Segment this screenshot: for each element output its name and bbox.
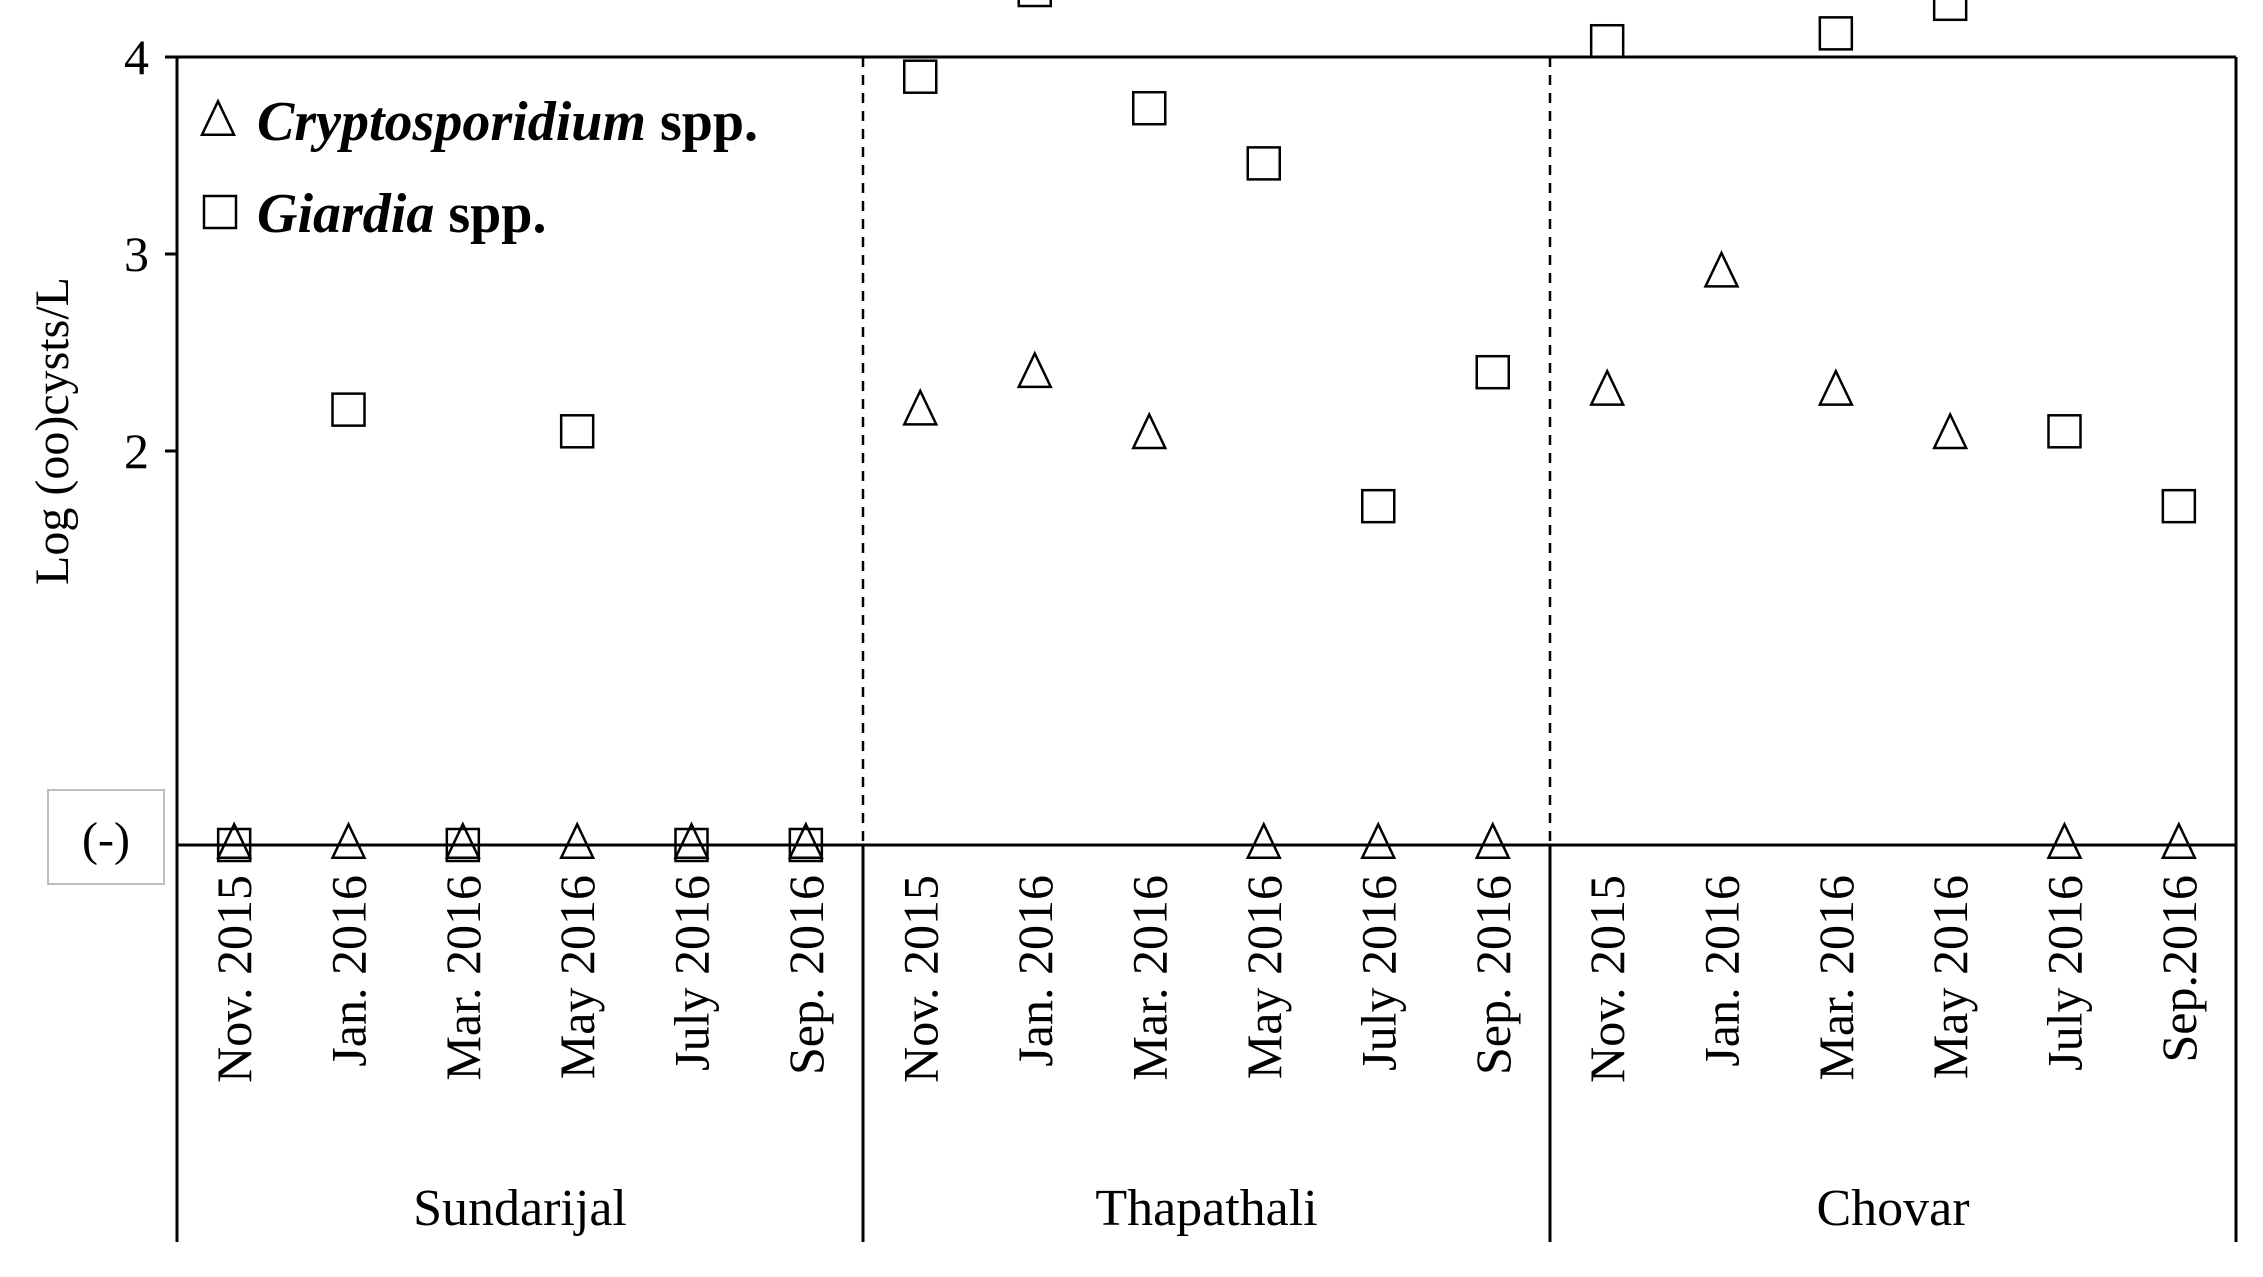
- cryptosporidium-point: [1932, 411, 1969, 450]
- y-axis: 2345Log (oo)cysts/L: [26, 29, 177, 585]
- cryptosporidium-point: [1817, 368, 1854, 406]
- cryptosporidium-point: [1474, 821, 1511, 859]
- cryptosporidium-point: [2046, 821, 2083, 859]
- giardia-point: [2047, 414, 2082, 449]
- y-axis-label: Log (oo)cysts/L: [26, 277, 79, 585]
- x-tick-label: Sep. 2016: [778, 875, 834, 1075]
- legend: Cryptosporidium spp.Giardia spp.: [200, 91, 758, 245]
- x-tick-label: Nov. 2015: [892, 875, 948, 1083]
- legend-italic-name: Giardia: [257, 183, 434, 245]
- negative-label: (-): [82, 813, 130, 866]
- group-label: Thapathali: [1095, 1180, 1317, 1237]
- giardia-point: [1475, 354, 1510, 390]
- cryptosporidium-point: [559, 821, 596, 859]
- legend-italic-name: Cryptosporidium: [257, 91, 646, 153]
- cryptosporidium-point: [1016, 350, 1053, 389]
- giardia-point: [1818, 16, 1854, 51]
- x-tick-label: July 2016: [664, 875, 720, 1071]
- legend-suffix: spp.: [646, 91, 758, 153]
- cryptosporidium-point: [1360, 821, 1397, 859]
- cryptosporidium-point: [216, 821, 253, 859]
- y-tick-label: 2: [124, 423, 149, 479]
- x-tick-label: May 2016: [549, 875, 605, 1079]
- giardia-point: [2161, 488, 2197, 524]
- cryptosporidium-point: [673, 821, 710, 859]
- group-labels: Sundarijal Thapathali Chovar: [413, 1180, 1969, 1237]
- giardia-point: [1246, 146, 1281, 181]
- giardia-point: [674, 827, 709, 863]
- x-tick-label: Mar. 2016: [1121, 875, 1177, 1081]
- y-tick-label: 3: [124, 226, 149, 282]
- data-marks: [216, 0, 2197, 863]
- cryptosporidium-point: [2160, 821, 2197, 859]
- x-tick-label: Nov. 2015: [1579, 875, 1635, 1083]
- x-tick-label: Sep. 2016: [1465, 875, 1521, 1075]
- cryptosporidium-point: [1245, 821, 1282, 859]
- x-tick-label: Jan. 2016: [1694, 875, 1750, 1067]
- giardia-point: [1361, 488, 1396, 524]
- x-tick-label: Jan. 2016: [321, 875, 377, 1067]
- x-tick-label: July 2016: [2037, 875, 2093, 1071]
- group-label: Chovar: [1816, 1180, 1969, 1237]
- cryptosporidium-point: [1589, 368, 1626, 406]
- x-tick-label: Jan. 2016: [1007, 875, 1063, 1067]
- group-label: Sundarijal: [413, 1180, 627, 1237]
- legend-entry-label: Cryptosporidium spp.: [257, 91, 758, 153]
- giardia-point: [1932, 0, 1968, 22]
- x-tick-label: May 2016: [1922, 875, 1978, 1079]
- giardia-point: [445, 827, 481, 863]
- cryptosporidium-point: [1703, 250, 1740, 288]
- giardia-point: [1132, 90, 1167, 126]
- giardia-point: [559, 414, 595, 449]
- cryptosporidium-point: [330, 821, 367, 859]
- x-tick-label: July 2016: [1350, 875, 1406, 1071]
- legend-triangle-icon: [200, 98, 236, 136]
- cryptosporidium-point: [787, 821, 824, 859]
- x-tick-label: Sep.2016: [2151, 875, 2207, 1063]
- giardia-point: [903, 59, 938, 94]
- negative-label-box: [47, 789, 165, 885]
- giardia-point: [1017, 0, 1052, 8]
- cryptosporidium-point: [444, 821, 481, 859]
- negative-indicator: (-): [47, 789, 165, 885]
- giardia-point: [216, 827, 252, 863]
- y-tick-label: 4: [124, 29, 149, 85]
- cryptosporidium-point: [1131, 411, 1168, 450]
- giardia-point: [331, 392, 366, 427]
- giardia-point: [788, 827, 824, 863]
- giardia-point: [1589, 23, 1625, 59]
- legend-suffix: spp.: [434, 183, 546, 245]
- legend-entry-label: Giardia spp.: [257, 183, 546, 245]
- x-tick-label: Mar. 2016: [435, 875, 491, 1081]
- cryptosporidium-point: [902, 387, 939, 426]
- legend-square-icon: [202, 194, 238, 230]
- x-tick-label: May 2016: [1236, 875, 1292, 1079]
- x-tick-label: Mar. 2016: [1808, 875, 1864, 1081]
- x-tick-label: Nov. 2015: [206, 875, 262, 1083]
- x-axis: Nov. 2015 Jan. 2016 Mar. 2016 May 2016 July …: [206, 875, 2207, 1083]
